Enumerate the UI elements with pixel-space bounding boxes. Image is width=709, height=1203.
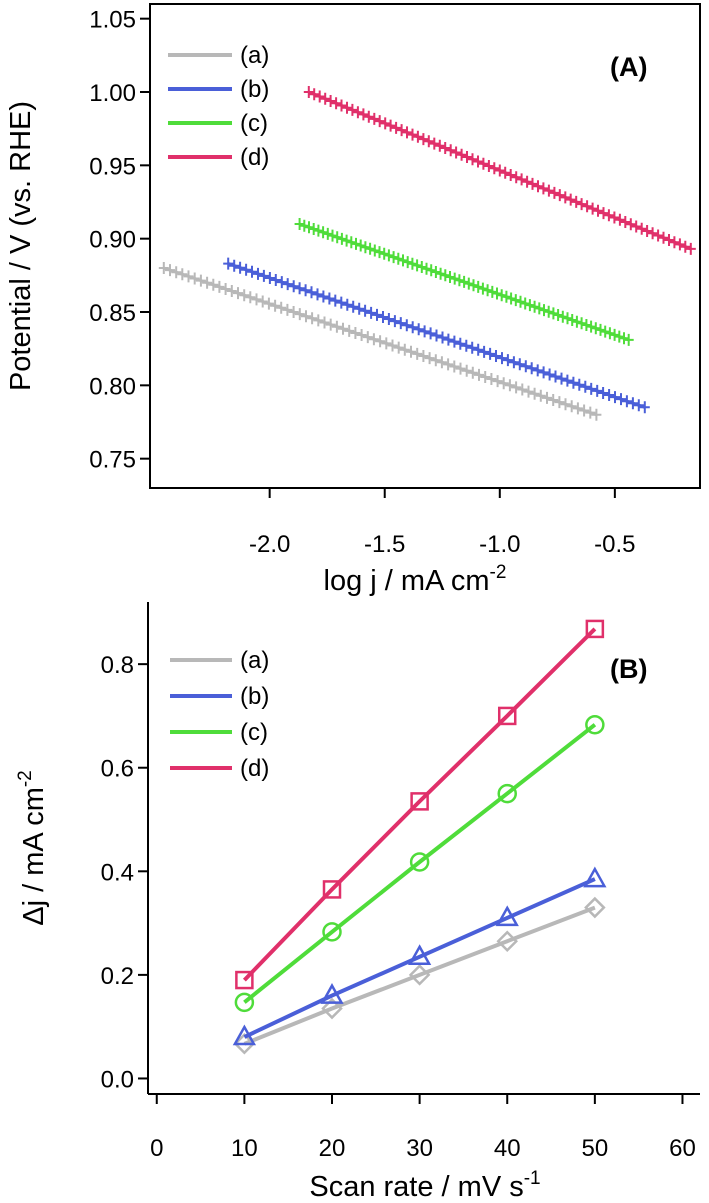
panel-b-series-b xyxy=(232,866,607,1046)
panel-b-series xyxy=(232,619,607,1055)
panel-b-series-line xyxy=(243,723,597,1004)
panel-b-legend-label: (c) xyxy=(240,719,268,746)
panel-b-point-triangle xyxy=(320,983,344,1004)
panel-b-legend: (a) (b) (c) (d) xyxy=(170,647,269,782)
panel-a-chart: 0.75 0.80 0.85 0.90 0.95 1.00 1.05 -2.0 -1.5 -1.… xyxy=(5,3,701,597)
panel-a-series-a xyxy=(158,262,602,421)
panel-b-x-tick-label: 50 xyxy=(582,1135,609,1162)
panel-a-x-tick-label: -2.0 xyxy=(249,531,290,558)
panel-a-legend-label: (d) xyxy=(240,144,269,171)
panel-b-point-square xyxy=(322,880,342,899)
panel-b-point-square xyxy=(410,792,429,811)
panel-b-point-circle xyxy=(409,852,430,872)
panel-a-y-tick-label: 0.90 xyxy=(89,227,136,254)
panel-b-series-d xyxy=(235,619,605,990)
panel-b-x-tick-label: 20 xyxy=(319,1135,346,1162)
panel-a-x-axis: -2.0 -1.5 -1.0 -0.5 xyxy=(249,488,636,558)
panel-a-series xyxy=(158,86,696,421)
panel-a-label: (A) xyxy=(610,52,647,82)
panel-b-point-triangle xyxy=(407,944,432,966)
panel-a-legend-label: (a) xyxy=(240,42,269,69)
panel-b-y-tick-label: 0.8 xyxy=(101,652,134,679)
panel-a-series-line xyxy=(299,222,630,342)
panel-b-point-square xyxy=(497,706,517,726)
panel-a-y-tick-label: 1.05 xyxy=(89,7,136,34)
panel-b-point-triangle xyxy=(583,866,607,888)
panel-b-point-diamond xyxy=(321,997,343,1020)
panel-b-legend-label: (d) xyxy=(240,755,269,782)
panel-b-x-tick-label: 0 xyxy=(150,1135,163,1162)
panel-b-xlabel-text: Scan rate / mV s xyxy=(309,1171,523,1203)
panel-b-series-line xyxy=(243,877,596,1039)
panel-b-point-diamond xyxy=(584,896,606,919)
panel-b-x-tick-label: 40 xyxy=(494,1135,521,1162)
panel-a-series-d xyxy=(303,86,696,255)
panel-a-frame xyxy=(149,3,701,489)
panel-a-ylabel: Potential / V (vs. RHE) xyxy=(5,101,37,391)
panel-b-legend-label: (b) xyxy=(240,683,269,710)
panel-a-y-tick-label: 1.00 xyxy=(89,80,136,107)
panel-b-x-tick-label: 10 xyxy=(231,1135,258,1162)
panel-b-point-circle xyxy=(497,783,517,804)
panel-b-point-diamond xyxy=(408,964,431,986)
panel-b-series-line xyxy=(243,905,596,1046)
panel-b-series-line xyxy=(242,627,597,982)
panel-b-series-c xyxy=(234,714,605,1013)
panel-b-ylabel-text: Δj / mA cm xyxy=(18,787,50,926)
panel-a-y-tick-label: 0.95 xyxy=(89,153,136,180)
panel-a-legend: (a) (b) (c) (d) xyxy=(168,42,269,171)
panel-a-series-line xyxy=(308,90,692,251)
panel-b-point-diamond xyxy=(496,930,519,952)
panel-b-label: (B) xyxy=(610,654,647,684)
panel-b-xlabel-sup: -1 xyxy=(524,1168,541,1189)
panel-b-x-tick-label: 60 xyxy=(669,1135,696,1162)
panel-b-y-tick-label: 0.0 xyxy=(101,1066,134,1093)
panel-b-point-circle xyxy=(322,922,342,942)
panel-b-point-diamond xyxy=(233,1032,256,1055)
panel-a-xlabel-text: log j / mA cm xyxy=(324,565,490,597)
panel-a-x-tick-label: -1.0 xyxy=(479,531,520,558)
panel-a-series-line xyxy=(163,266,597,417)
panel-b-x-axis: 0 10 20 30 40 50 60 xyxy=(150,1094,696,1162)
panel-a-y-tick-label: 0.80 xyxy=(89,373,136,400)
panel-b-series-a xyxy=(233,896,606,1055)
panel-a-legend-label: (c) xyxy=(240,110,268,137)
panel-b-point-square xyxy=(585,619,605,639)
panel-b-y-tick-label: 0.4 xyxy=(101,859,134,886)
panel-a-series-c xyxy=(294,218,634,346)
panel-a-series-b xyxy=(223,257,650,414)
panel-b-point-circle xyxy=(234,992,255,1013)
panel-b-ylabel: Δj / mA cm-2 xyxy=(15,770,50,926)
panel-b-ylabel-sup: -2 xyxy=(15,770,36,787)
panel-b-y-axis: 0.0 0.2 0.4 0.6 0.8 xyxy=(101,652,148,1093)
panel-b-point-triangle xyxy=(232,1024,257,1046)
panel-a-x-tick-label: -0.5 xyxy=(594,531,635,558)
panel-b-xlabel: Scan rate / mV s-1 xyxy=(309,1168,540,1203)
panel-a-y-tick-label: 0.85 xyxy=(89,300,136,327)
panel-a-y-axis: 0.75 0.80 0.85 0.90 0.95 1.00 1.05 xyxy=(89,7,150,474)
panel-b-y-tick-label: 0.6 xyxy=(101,756,134,783)
panel-b-chart: 0.00.20.40.60.8 0 10 20 30 40 50 60 (a)(b)(c)(… xyxy=(15,602,700,1203)
panel-a-legend-label: (b) xyxy=(240,76,269,103)
panel-b-y-tick-label: 0.2 xyxy=(101,963,134,990)
panel-a-xlabel-sup: -2 xyxy=(490,562,507,583)
panel-a-y-tick-label: 0.75 xyxy=(89,447,136,474)
panel-a-xlabel: log j / mA cm-2 xyxy=(324,562,507,597)
panel-a-x-tick-label: -1.5 xyxy=(364,531,405,558)
panel-b-legend-label: (a) xyxy=(240,647,269,674)
panel-b-point-circle xyxy=(585,714,605,735)
panel-b-point-triangle xyxy=(495,905,519,927)
panel-b-point-square xyxy=(235,970,254,990)
panel-b-x-tick-label: 30 xyxy=(406,1135,433,1162)
panel-a-series-line xyxy=(227,262,646,409)
